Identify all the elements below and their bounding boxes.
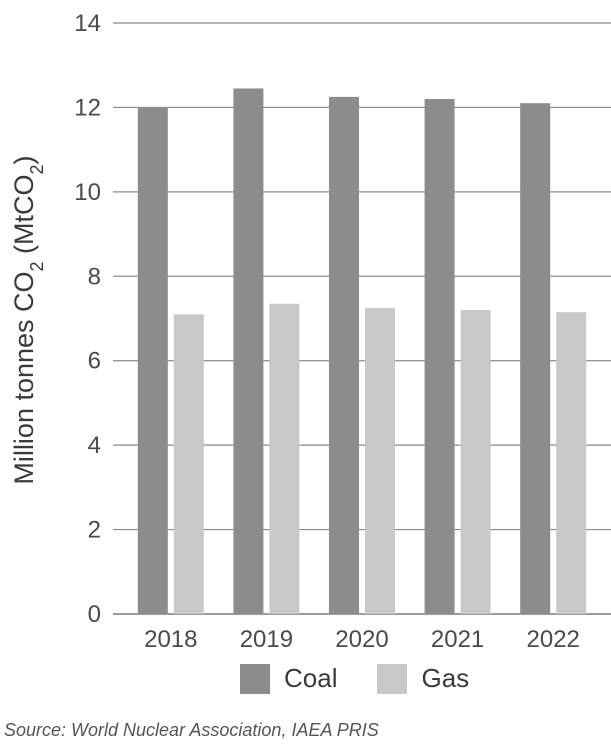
bar-coal-2018 (137, 107, 168, 614)
x-tick-label: 2018 (144, 626, 197, 653)
legend-label-coal: Coal (284, 663, 338, 693)
y-tick-label: 0 (88, 601, 101, 628)
bar-gas-2019 (269, 303, 300, 614)
x-tick-labels: 2018 2019 2020 2021 2022 (144, 626, 580, 653)
bar-gas-2022 (556, 312, 587, 614)
x-tick-label: 2020 (335, 626, 388, 653)
bar-coal-2022 (520, 103, 551, 614)
x-tick-label: 2022 (527, 626, 580, 653)
y-tick-labels: 0 2 4 6 8 10 12 14 (74, 10, 101, 628)
y-tick-label: 8 (88, 263, 101, 290)
bar-gas-2020 (365, 307, 395, 614)
y-tick-label: 2 (88, 517, 101, 544)
y-tick-label: 4 (88, 432, 101, 459)
x-tick-label: 2019 (240, 626, 293, 653)
y-tick-label: 12 (74, 94, 101, 121)
bar-gas-2018 (173, 314, 204, 614)
bars (137, 88, 587, 615)
source-note: Source: World Nuclear Association, IAEA … (4, 720, 379, 740)
legend-swatch-gas (377, 663, 408, 694)
y-tick-label: 6 (88, 348, 101, 375)
bar-coal-2019 (233, 88, 264, 615)
y-tick-label: 10 (74, 179, 101, 206)
legend-swatch-coal (240, 663, 270, 694)
legend-item-gas: Gas (377, 663, 469, 694)
legend: Coal Gas (240, 663, 509, 694)
legend-item-coal: Coal (240, 663, 337, 694)
bar-coal-2021 (424, 98, 455, 614)
legend-label-gas: Gas (421, 663, 470, 693)
y-tick-label: 14 (74, 10, 101, 37)
y-axis-label: Million tonnes CO2 (MtCO2) (9, 155, 47, 484)
bar-chart: 0 2 4 6 8 10 12 14 2018 2019 2020 2021 2022 Million… (9, 10, 611, 653)
bar-coal-2020 (329, 96, 359, 614)
x-tick-label: 2021 (431, 626, 484, 653)
bar-gas-2021 (460, 310, 491, 614)
